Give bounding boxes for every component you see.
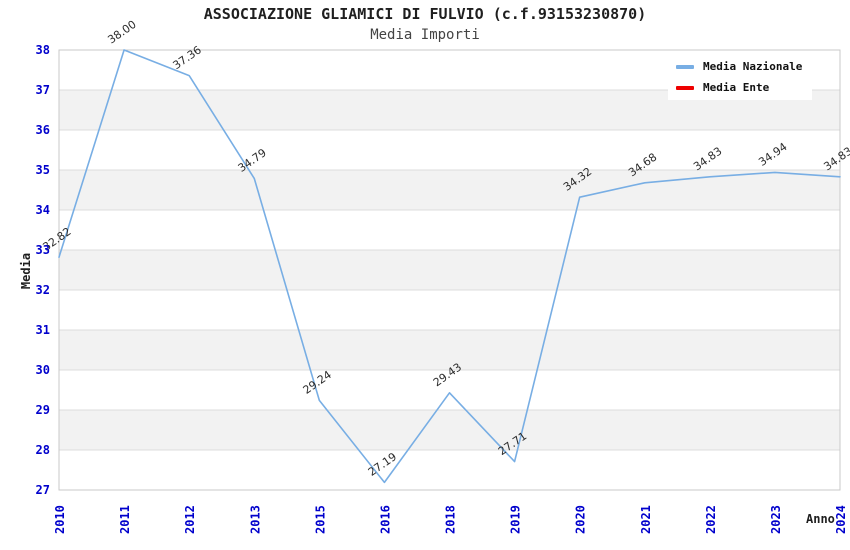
y-tick-label: 30 <box>36 363 50 377</box>
x-tick-label: 2010 <box>53 505 67 534</box>
y-tick-label: 31 <box>36 323 50 337</box>
series-line-media-nazionale <box>58 49 841 484</box>
legend-label: Media Nazionale <box>703 60 803 73</box>
line-swatch-icon <box>676 85 694 90</box>
x-tick-label: 2020 <box>574 505 588 534</box>
y-axis-title: Media <box>19 252 33 290</box>
x-tick-label: 2022 <box>704 505 718 534</box>
x-tick-label: 2018 <box>444 505 458 534</box>
x-tick-label: 2015 <box>313 505 327 534</box>
y-tick-label: 29 <box>36 403 50 417</box>
line-swatch-icon <box>676 64 694 69</box>
legend-item-media-nazionale: Media Nazionale <box>676 60 812 73</box>
legend: Media Nazionale Media Ente <box>668 54 812 100</box>
data-point-label: 34.83 <box>691 145 724 174</box>
y-tick-label: 32 <box>36 283 50 297</box>
y-tick-label: 36 <box>36 123 50 137</box>
data-point-label: 38.00 <box>105 18 138 47</box>
x-tick-label: 2011 <box>118 505 132 534</box>
y-tick-label: 28 <box>36 443 50 457</box>
y-tick-label: 35 <box>36 163 50 177</box>
data-point-label: 34.83 <box>821 145 850 174</box>
legend-label: Media Ente <box>703 81 770 94</box>
x-tick-label: 2021 <box>639 505 653 534</box>
y-tick-label: 33 <box>36 243 50 257</box>
data-point-label: 34.94 <box>756 140 789 169</box>
x-tick-label: 2024 <box>834 505 848 534</box>
plot-band <box>59 250 840 290</box>
chart-subtitle: Media Importi <box>370 27 480 43</box>
x-tick-label: 2023 <box>769 505 783 534</box>
legend-item-media-ente: Media Ente <box>676 81 812 94</box>
plot-band <box>59 410 840 450</box>
y-tick-label: 27 <box>36 483 50 497</box>
x-tick-label: 2013 <box>248 505 262 534</box>
x-tick-label: 2016 <box>378 505 392 534</box>
y-tick-label: 34 <box>36 203 50 217</box>
data-point-label: 27.19 <box>366 450 399 479</box>
y-tick-label: 37 <box>36 83 50 97</box>
y-tick-label: 38 <box>36 43 50 57</box>
plot-band <box>59 330 840 370</box>
x-tick-label: 2012 <box>183 505 197 534</box>
plot-border <box>58 49 841 491</box>
data-point-label: 37.36 <box>171 43 204 72</box>
chart-title: ASSOCIAZIONE GLIAMICI DI FULVIO (c.f.931… <box>203 5 647 23</box>
x-axis-title: Anno <box>806 512 835 526</box>
x-tick-label: 2019 <box>509 505 523 534</box>
